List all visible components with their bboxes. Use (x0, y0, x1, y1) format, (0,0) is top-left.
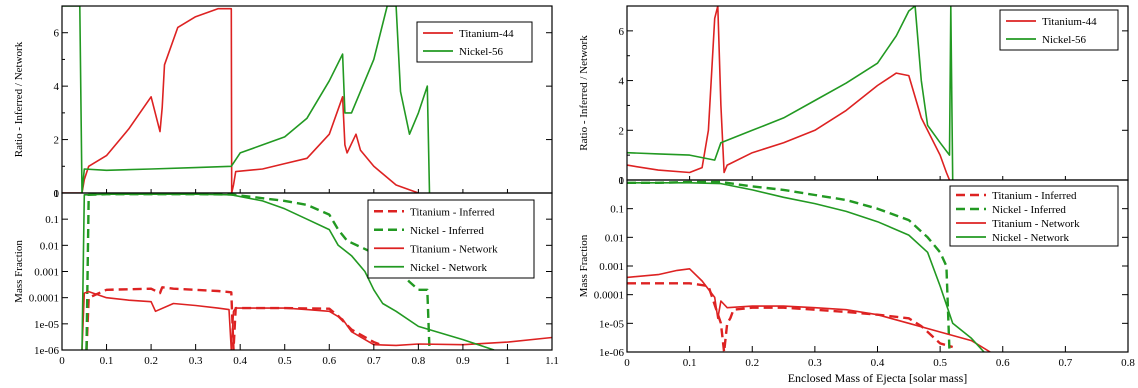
y-axis-label: Mass Fraction (13, 240, 25, 303)
series-group (627, 6, 954, 180)
y-tick-label: 2 (54, 135, 60, 147)
legend-label: Titanium-44 (1042, 16, 1097, 28)
legend: Titanium-44 Nickel-56 (999, 9, 1119, 51)
legend-label: Titanium - Inferred (410, 206, 495, 218)
x-tick-label: 1 (505, 355, 511, 367)
y-axis: 1 0.1 0.01 0.001 0.0001 1e-05 1e-06 (594, 175, 1128, 359)
x-tick-label: 1.1 (545, 355, 559, 367)
y-tick-label: 6 (619, 26, 625, 38)
x-axis-label: Enclosed Mass of Ejecta [solar mass] (788, 371, 968, 385)
y-tick-label: 0.001 (599, 261, 624, 273)
y-tick-label: 1e-06 (599, 347, 625, 359)
x-tick-label: 0.3 (189, 355, 203, 367)
series-group (81, 193, 552, 350)
series-line-nickel-56 (627, 6, 954, 180)
x-tick-label: 0.3 (808, 357, 822, 369)
y-tick-label: 0.1 (45, 214, 59, 226)
y-axis-label: Mass Fraction (578, 234, 590, 297)
y-tick-label: 1e-05 (599, 318, 625, 330)
x-tick-label: 0.4 (871, 357, 885, 369)
chart-panel-left-top: 0 2 4 6 Ratio - Inferred / Network Titanium-4… (13, 5, 553, 200)
legend-label: Nickel - Network (992, 232, 1069, 244)
x-tick-label: 0.6 (322, 355, 336, 367)
legend: Titanium-44 Nickel-56 (416, 21, 533, 63)
x-tick-label: 0.2 (745, 357, 759, 369)
legend-label: Titanium - Inferred (992, 190, 1077, 202)
series-group (62, 6, 431, 193)
y-tick-label: 1 (619, 175, 625, 187)
x-tick-label: 0.1 (100, 355, 114, 367)
chart-panel-left-bottom: 1 0.1 0.01 0.001 0.0001 1e-05 1e-06 Mass Fracti… (13, 188, 559, 367)
y-axis: 0 2 4 6 (54, 28, 552, 200)
x-tick-label: 0 (59, 355, 65, 367)
x-tick-label: 0.8 (1121, 357, 1135, 369)
y-tick-label: 1e-05 (34, 319, 60, 331)
y-tick-label: 0.01 (605, 232, 624, 244)
legend: Titanium - Inferred Nickel - Inferred Tita… (367, 199, 535, 279)
series-group (627, 180, 991, 352)
series-line-nickel-56 (62, 6, 431, 193)
y-tick-label: 0 (619, 175, 625, 187)
y-tick-label: 0.01 (40, 240, 59, 252)
series-line-titanium-network (81, 290, 552, 350)
x-tick-label: 0.5 (278, 355, 292, 367)
series-line-titanium-inferred (627, 282, 954, 352)
y-tick-label: 0.001 (34, 267, 59, 279)
legend-box (999, 9, 1119, 51)
legend-label: Nickel - Inferred (992, 204, 1066, 216)
y-tick-label: 0.0001 (29, 293, 59, 305)
legend: Titanium - Inferred Nickel - Inferred Tita… (949, 185, 1119, 247)
x-axis (689, 176, 1066, 180)
x-tick-label: 0 (624, 357, 630, 369)
y-tick-label: 4 (54, 81, 60, 93)
x-tick-label: 0.4 (233, 355, 247, 367)
legend-label: Titanium-44 (459, 28, 514, 40)
chart-panel-right-top: 0 2 4 6 Ratio - Inferred / Network Titanium-4… (578, 5, 1129, 187)
x-tick-label: 0.7 (367, 355, 381, 367)
chart-panel-right-bottom: 1 0.1 0.01 0.001 0.0001 1e-05 1e-06 Mass Fracti… (578, 175, 1135, 385)
legend-label: Titanium - Network (410, 243, 498, 255)
y-axis-label: Ratio - Inferred / Network (13, 41, 25, 157)
x-tick-label: 0.7 (1059, 357, 1073, 369)
x-tick-label: 0.5 (933, 357, 947, 369)
series-line-nickel-network (81, 193, 495, 350)
x-axis: 0 0.1 0.2 0.3 0.4 0.5 0.6 0.7 0.8 (624, 346, 1135, 369)
series-line-titanium-44 (62, 7, 419, 193)
y-tick-label: 0 (54, 188, 60, 200)
y-tick-label: 0.1 (610, 204, 624, 216)
legend-label: Titanium - Network (992, 218, 1080, 230)
series-line-titanium-inferred (85, 286, 384, 350)
y-tick-label: 1e-06 (34, 345, 60, 357)
y-tick-label: 0.0001 (594, 290, 624, 302)
series-line-titanium-network (627, 267, 991, 352)
legend-label: Nickel-56 (459, 46, 503, 58)
series-line-nickel-inferred (627, 180, 951, 352)
legend-label: Nickel-56 (1042, 34, 1086, 46)
y-tick-label: 1 (54, 188, 60, 200)
x-axis: 0 0.1 0.2 0.3 0.4 0.5 0.6 0.7 0.8 0.9 1 1.1 (59, 344, 559, 367)
x-tick-label: 0.1 (683, 357, 697, 369)
x-tick-label: 0.8 (411, 355, 425, 367)
x-tick-label: 0.6 (996, 357, 1010, 369)
series-line-titanium-44 (627, 6, 951, 180)
y-axis-label: Ratio - Inferred / Network (578, 35, 590, 151)
x-axis (106, 189, 508, 193)
legend-box (416, 21, 533, 63)
legend-label: Nickel - Inferred (410, 225, 484, 237)
y-tick-label: 2 (619, 125, 625, 137)
x-tick-label: 0.2 (144, 355, 158, 367)
y-axis: 1 0.1 0.01 0.001 0.0001 1e-05 1e-06 (29, 188, 552, 357)
legend-label: Nickel - Network (410, 262, 487, 274)
y-tick-label: 4 (619, 76, 625, 88)
x-tick-label: 0.9 (456, 355, 470, 367)
legend-box (367, 199, 535, 279)
series-line-nickel-network (627, 182, 985, 352)
y-tick-label: 6 (54, 28, 60, 40)
